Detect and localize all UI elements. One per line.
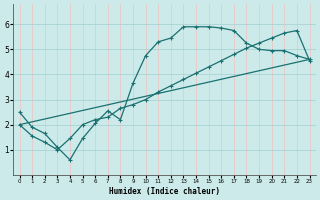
- X-axis label: Humidex (Indice chaleur): Humidex (Indice chaleur): [109, 187, 220, 196]
